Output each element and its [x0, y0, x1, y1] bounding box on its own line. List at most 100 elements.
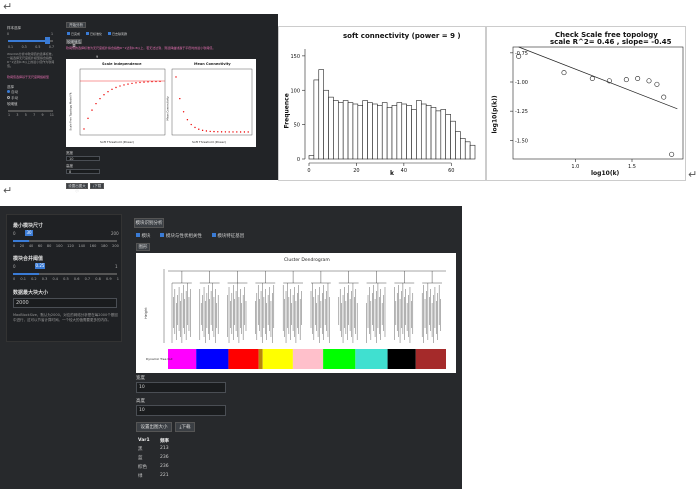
- top-height-label: 高度: [66, 164, 73, 168]
- radio-manual[interactable]: 手动: [7, 96, 18, 101]
- table-cell: 221: [160, 473, 169, 478]
- merge-label: 模块合并阈值: [13, 256, 44, 262]
- hist-bar: [372, 103, 378, 160]
- merge-value: 0.25: [35, 263, 45, 269]
- checkbox-trait[interactable]: 模块与性状相关性: [160, 233, 202, 239]
- bottom-height-input[interactable]: 10: [136, 405, 226, 416]
- plot2-point: [243, 131, 246, 133]
- sidebar-description: WGCNA分析中软阈值的选择标准，一般选择无尺度拓扑模型拟合指数R^2达到0.8…: [7, 52, 55, 68]
- scatter-point: [623, 77, 629, 83]
- tick-label: 11: [49, 113, 54, 117]
- plot2-point: [239, 131, 242, 133]
- checkbox-icon: [107, 32, 111, 35]
- tick-label: 0: [13, 244, 16, 248]
- plot1-point: [143, 81, 145, 83]
- module-color-block: [196, 349, 229, 369]
- merge-track[interactable]: [13, 273, 117, 275]
- hist-bar: [333, 100, 339, 160]
- download-icon: ⤓: [92, 184, 95, 188]
- radio-circle-icon: [7, 90, 10, 93]
- tick-label: 60: [37, 244, 43, 248]
- top-download-button[interactable]: ⤓下载: [90, 183, 104, 189]
- softpower-plot-panel: Scale independence Mean Connectivity Sof…: [66, 59, 256, 147]
- plot2-point: [236, 131, 238, 133]
- hist-bar: [342, 100, 349, 160]
- scatter-y-tick-label: -1.50: [515, 138, 528, 144]
- top-height-input[interactable]: 8: [66, 169, 100, 174]
- module-color-block: [228, 349, 259, 369]
- softpower-result-button[interactable]: 软阈值结果: [66, 39, 82, 48]
- hist-xlabel: k: [390, 170, 394, 177]
- checkbox-icon: [67, 32, 70, 35]
- table-header-cell: Var1: [138, 438, 150, 443]
- scatter-subtitle: scale R^2= 0.46 , slope= -0.45: [550, 38, 672, 46]
- hist-x-tick-label: 0: [307, 168, 310, 174]
- plot2-ylabel: Mean Connectivity: [166, 96, 170, 121]
- top-save-size-button[interactable]: 设置出图大小: [66, 183, 88, 193]
- plot1-point: [103, 94, 105, 96]
- plot2-point: [224, 131, 227, 133]
- run-analysis-button[interactable]: 开始分析: [66, 22, 86, 28]
- bottom-download-button[interactable]: ⤓下载: [175, 422, 195, 432]
- hist-bar: [396, 102, 403, 160]
- power-slider-track[interactable]: [8, 110, 53, 112]
- dendro-title: Cluster Dendrogram: [284, 258, 330, 263]
- tick-label: 20: [19, 244, 25, 248]
- plot1-point: [111, 88, 113, 91]
- plot1-point: [127, 83, 129, 85]
- download-label: 下载: [181, 425, 191, 430]
- download-icon: ⤓: [179, 425, 182, 430]
- hist-bar: [352, 103, 359, 160]
- tick-label: 40: [28, 244, 34, 248]
- plot2-point: [175, 76, 177, 78]
- plot1-point: [91, 109, 93, 111]
- min-module-fill: [13, 240, 29, 242]
- radio-auto[interactable]: 自动: [7, 90, 18, 95]
- hist-bar: [362, 100, 368, 160]
- hist-bar: [435, 110, 442, 160]
- plot1-point: [159, 80, 161, 83]
- plot1-point: [107, 91, 109, 93]
- checkbox-label: 模块与性状相关性: [165, 234, 202, 239]
- bottom-app-window: 最小模块尺寸 0 200 30 0 20 40 60 80 100 120 140 160 180…: [0, 206, 462, 489]
- checkbox-normalized[interactable]: 已标准化: [85, 32, 102, 36]
- download-label: 下载: [94, 184, 102, 188]
- hist-bar: [406, 105, 412, 160]
- dendro-ylabel: Height: [144, 307, 148, 319]
- top-width-input[interactable]: 10: [66, 156, 100, 161]
- tick-label: 0.3: [41, 277, 48, 281]
- checkbox-done[interactable]: 已完成: [67, 32, 80, 36]
- checkbox-icon: [160, 233, 165, 237]
- hist-x-tick-label: 40: [401, 168, 407, 174]
- dendrogram-chart: [163, 269, 446, 369]
- plot2-point: [198, 128, 200, 130]
- plot2-point: [182, 111, 185, 113]
- scatter-point: [516, 53, 522, 59]
- checkbox-outlier[interactable]: 已去除离群: [107, 32, 127, 36]
- checkbox-label: 模块特征基因: [217, 234, 245, 239]
- checkbox-row: 已完成 已标准化 已去除离群: [67, 32, 127, 36]
- plot2-point: [232, 131, 234, 133]
- plot2-point: [213, 130, 215, 133]
- module-analysis-button[interactable]: 模块识别分析: [134, 218, 164, 228]
- bottom-save-size-button[interactable]: 设置出图大小: [136, 422, 172, 432]
- hist-title: soft connectivity (power = 9 ): [343, 32, 461, 40]
- max-block-input[interactable]: 2000: [13, 298, 117, 308]
- plot1-point: [155, 80, 157, 83]
- power-value: 9: [96, 55, 99, 59]
- bottom-sidebar: 最小模块尺寸 0 200 30 0 20 40 60 80 100 120 140 160 180…: [6, 214, 122, 342]
- plot1-point: [87, 117, 89, 120]
- tab-graph[interactable]: 图形: [136, 243, 150, 251]
- table-cell: 绿: [138, 474, 143, 479]
- power-label: 软阈值: [7, 102, 18, 106]
- bottom-width-input[interactable]: 10: [136, 382, 226, 393]
- min-module-track[interactable]: [13, 240, 117, 242]
- plot1-point: [151, 80, 153, 83]
- checkbox-eigengene[interactable]: 模块特征基因: [211, 233, 245, 239]
- checkbox-module[interactable]: 模块: [136, 233, 150, 239]
- checkbox-label: 已标准化: [89, 32, 102, 36]
- sample-slider-handle[interactable]: [45, 37, 50, 44]
- plot2-point: [179, 97, 181, 100]
- bottom-height-label: 高度: [136, 399, 145, 404]
- plot2-point: [201, 129, 204, 132]
